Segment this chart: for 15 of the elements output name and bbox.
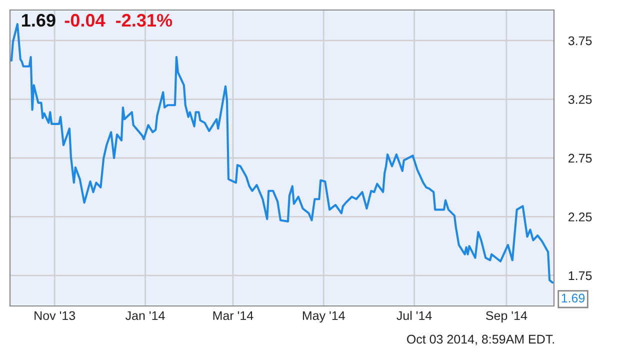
y-tick-label: 1.75 <box>568 271 592 280</box>
x-tick-label: Jul '14 <box>396 310 432 320</box>
x-tick-label: Nov '13 <box>34 311 76 320</box>
text: Oct 03 2014, 8:59AM EDT. <box>406 334 554 346</box>
x-tick-label: Mar '14 <box>213 311 254 320</box>
x-tick-label: May '14 <box>302 311 345 323</box>
y-tick-label: 3.25 <box>568 95 592 104</box>
annotation: 1.69 <box>562 294 585 303</box>
x-tick-label: Jan '14 <box>125 311 165 320</box>
chart-subtitle: -0.04 -2.31% <box>64 14 172 27</box>
chart-title: 1.69 <box>22 14 56 27</box>
y-tick-label: 2.25 <box>568 212 592 222</box>
y-tick-label: 3.75 <box>568 36 592 46</box>
y-tick-label: 2.75 <box>568 154 592 163</box>
x-tick-label: Sep '14 <box>486 311 528 323</box>
